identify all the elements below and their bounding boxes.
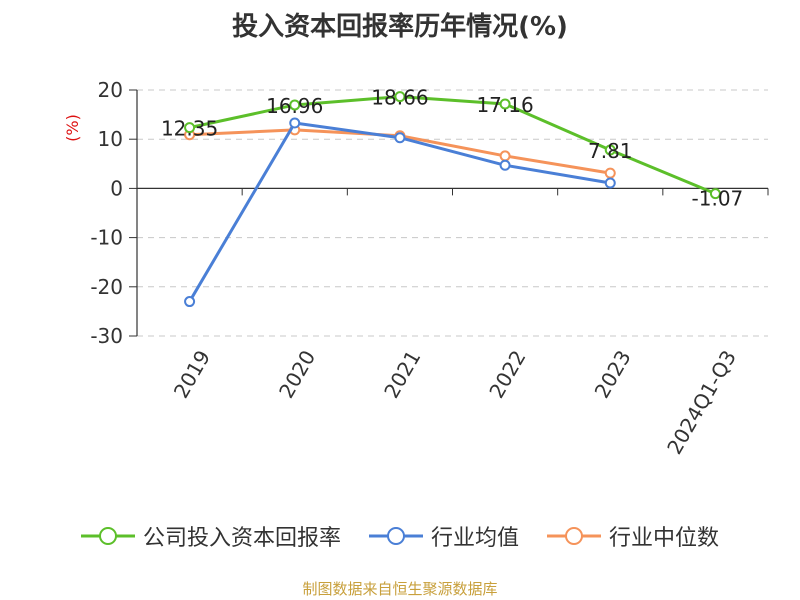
data-label: 17.16 [476,93,533,117]
y-tick-label: -10 [90,226,123,250]
legend: 公司投入资本回报率 行业均值 行业中位数 [0,520,800,552]
data-label: 18.66 [371,86,428,110]
series-group [184,91,721,308]
data-point [499,98,511,110]
y-tick-label: 20 [98,78,123,102]
x-tick-labels: 2019 2020 2021 2022 2023 2024Q1-Q3 [169,346,741,458]
x-tick-label: 2022 [484,346,530,402]
legend-label: 行业中位数 [609,526,720,551]
y-tick-label: -30 [90,324,123,348]
series-line [188,121,611,303]
data-label: -1.07 [692,187,744,211]
legend-item[interactable]: 行业中位数 [547,520,719,552]
y-axis-label: (%) [63,114,82,142]
legend-swatch [368,527,423,545]
data-point [184,296,196,308]
x-tick-label: 2019 [169,346,215,402]
data-point [289,117,301,129]
series-line [189,95,716,196]
x-tick-label: 2020 [274,346,320,402]
data-point [394,91,406,103]
chart-title: 投入资本回报率历年情况(%) [232,12,568,42]
y-tick-label: -20 [90,275,123,299]
data-point [604,177,616,189]
data-point [604,167,616,179]
data-label: 7.81 [588,139,633,163]
axes [129,89,769,337]
data-point [289,99,301,111]
data-point [184,122,196,134]
legend-item[interactable]: 公司投入资本回报率 [80,520,341,552]
y-tick-labels: 20 10 0 -10 -20 -30 [90,78,123,348]
grid-lines [137,89,768,337]
line-chart: 20 10 0 -10 -20 -30 2019 2020 2021 2022 2023 2024Q… [63,78,769,458]
data-point [709,188,721,200]
legend-swatch [80,527,135,545]
legend-label: 公司投入资本回报率 [142,526,341,551]
x-tick-label: 2024Q1-Q3 [662,346,741,458]
data-point [499,159,511,171]
legend-label: 行业均值 [430,526,519,551]
legend-swatch [547,527,601,545]
data-label: 12.35 [161,117,218,141]
data-label: 16.96 [266,94,323,118]
source-note: 制图数据来自恒生聚源数据库 [302,580,498,598]
data-point [394,132,406,144]
data-labels: 12.35 16.96 18.66 17.16 7.81 -1.07 [161,86,743,211]
y-tick-label: 10 [98,127,123,151]
x-tick-label: 2021 [379,346,425,402]
legend-item[interactable]: 行业均值 [368,520,519,552]
data-point [499,150,511,162]
y-tick-label: 0 [110,176,123,200]
data-point [604,144,616,156]
x-tick-label: 2023 [590,346,636,402]
